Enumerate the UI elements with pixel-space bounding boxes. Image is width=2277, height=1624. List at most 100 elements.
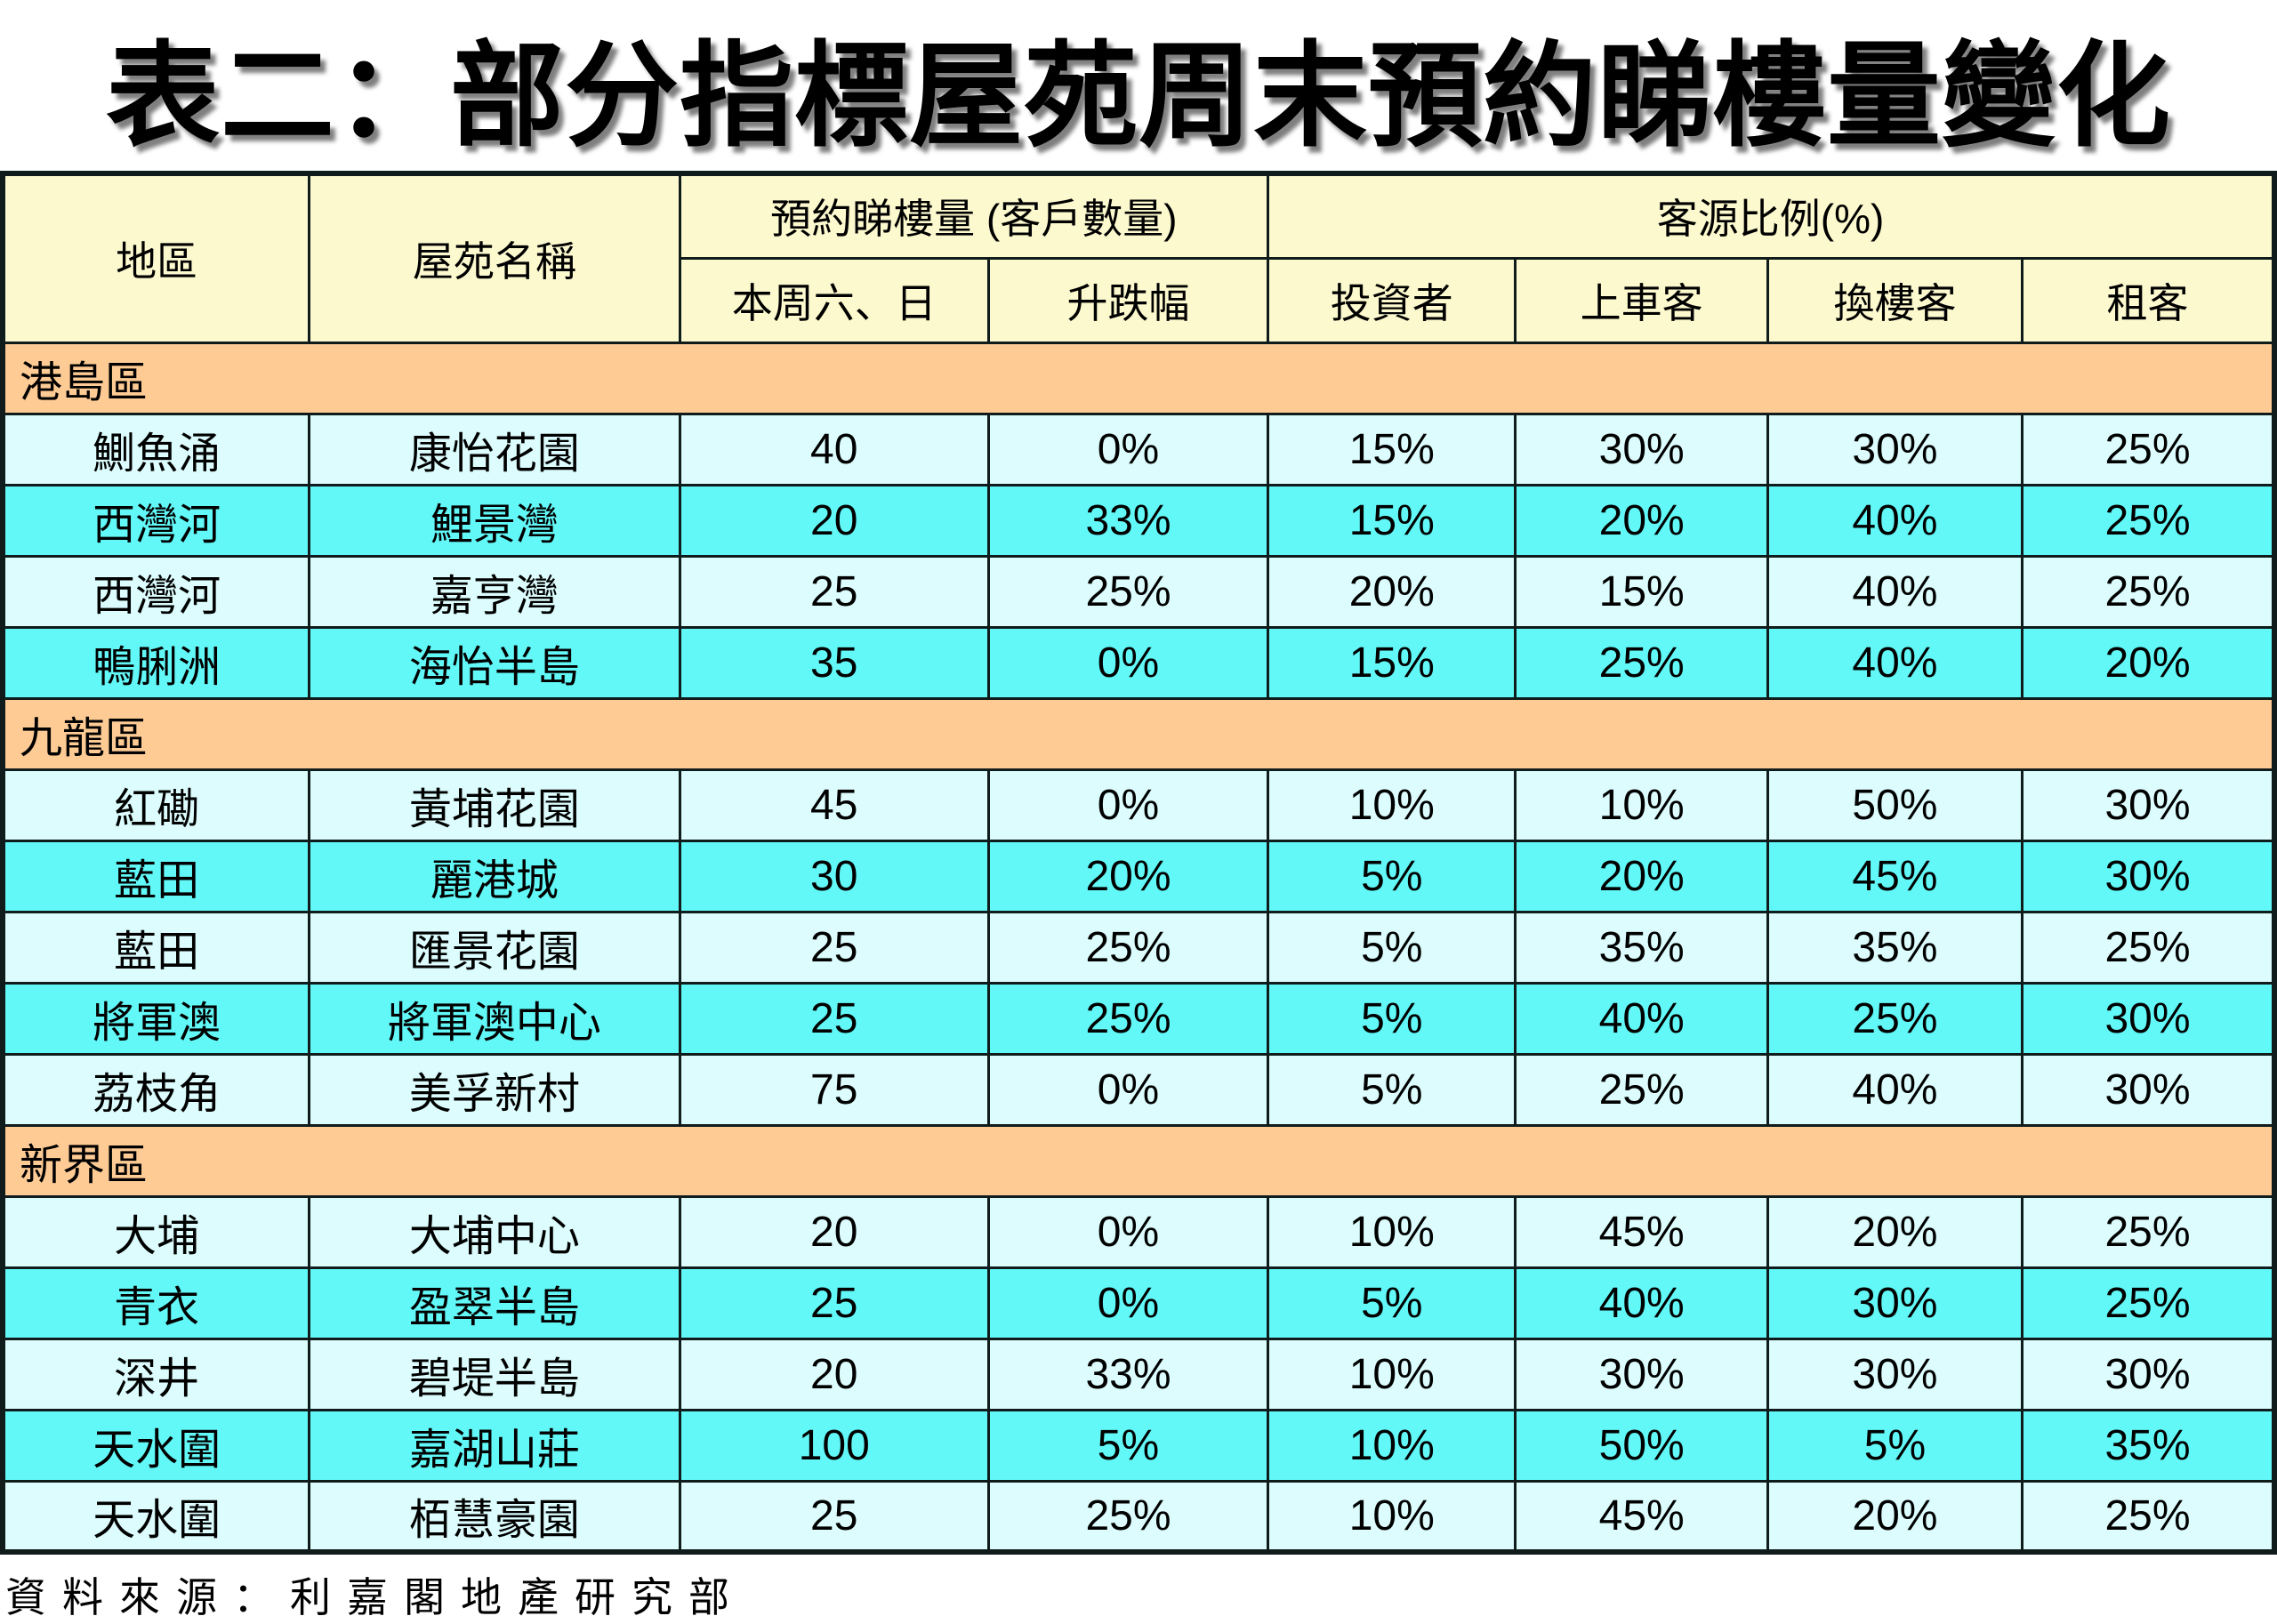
cell-first-time-buyer: 10% bbox=[1514, 768, 1769, 842]
cell-sat-sun-count: 25 bbox=[678, 1266, 990, 1340]
cell-district: 鴨脷洲 bbox=[1, 625, 311, 700]
section-row: 九龍區 bbox=[1, 696, 2276, 771]
cell-upgrader: 30% bbox=[1766, 412, 2024, 486]
column-header-district: 地區 bbox=[1, 172, 311, 344]
cell-upgrader: 35% bbox=[1766, 910, 2024, 985]
cell-investor: 5% bbox=[1267, 981, 1517, 1056]
cell-district: 西灣河 bbox=[1, 483, 311, 558]
cell-first-time-buyer: 40% bbox=[1514, 981, 1769, 1056]
cell-change: 25% bbox=[986, 1479, 1270, 1554]
cell-sat-sun-count: 40 bbox=[678, 412, 990, 486]
cell-estate: 海怡半島 bbox=[308, 625, 681, 700]
table-body: 港島區 鰂魚涌 康怡花園 40 0% 15% 30% 30% 25% 西灣河 鯉景灣 20 33% 15%… bbox=[1, 341, 2276, 1554]
table-row: 鰂魚涌 康怡花園 40 0% 15% 30% 30% 25% bbox=[1, 412, 2276, 486]
cell-change: 0% bbox=[986, 768, 1270, 842]
cell-change: 5% bbox=[986, 1408, 1270, 1483]
cell-estate: 匯景花園 bbox=[308, 910, 681, 985]
cell-first-time-buyer: 35% bbox=[1514, 910, 1769, 985]
cell-investor: 15% bbox=[1267, 412, 1517, 486]
cell-change: 0% bbox=[986, 1266, 1270, 1340]
cell-investor: 5% bbox=[1267, 1266, 1517, 1340]
cell-change: 25% bbox=[986, 554, 1270, 629]
cell-upgrader: 30% bbox=[1766, 1266, 2024, 1340]
cell-change: 0% bbox=[986, 1194, 1270, 1269]
cell-tenant: 30% bbox=[2020, 768, 2276, 842]
cell-sat-sun-count: 20 bbox=[678, 483, 990, 558]
cell-estate: 將軍澳中心 bbox=[308, 981, 681, 1056]
cell-upgrader: 40% bbox=[1766, 483, 2024, 558]
cell-tenant: 30% bbox=[2020, 839, 2276, 913]
cell-investor: 15% bbox=[1267, 483, 1517, 558]
column-group-bookings: 預約睇樓量 (客戶數量) bbox=[678, 172, 1270, 260]
data-table: 地區 屋苑名稱 預約睇樓量 (客戶數量) 客源比例(%) 本周六、日 升跌幅 投… bbox=[0, 171, 2277, 1555]
table-row: 大埔 大埔中心 20 0% 10% 45% 20% 25% bbox=[1, 1194, 2276, 1269]
cell-sat-sun-count: 20 bbox=[678, 1194, 990, 1269]
column-header-investor: 投資者 bbox=[1267, 256, 1517, 344]
cell-district: 青衣 bbox=[1, 1266, 311, 1340]
cell-investor: 10% bbox=[1267, 768, 1517, 842]
cell-upgrader: 30% bbox=[1766, 1337, 2024, 1411]
cell-sat-sun-count: 25 bbox=[678, 981, 990, 1056]
table-row: 藍田 麗港城 30 20% 5% 20% 45% 30% bbox=[1, 839, 2276, 913]
cell-district: 大埔 bbox=[1, 1194, 311, 1269]
cell-first-time-buyer: 20% bbox=[1514, 483, 1769, 558]
column-header-tenant: 租客 bbox=[2020, 256, 2276, 344]
cell-estate: 碧堤半島 bbox=[308, 1337, 681, 1411]
cell-district: 天水圍 bbox=[1, 1479, 311, 1554]
cell-upgrader: 40% bbox=[1766, 1052, 2024, 1127]
cell-district: 荔枝角 bbox=[1, 1052, 311, 1127]
cell-district: 藍田 bbox=[1, 910, 311, 985]
cell-first-time-buyer: 25% bbox=[1514, 1052, 1769, 1127]
cell-estate: 美孚新村 bbox=[308, 1052, 681, 1127]
cell-first-time-buyer: 30% bbox=[1514, 412, 1769, 486]
cell-tenant: 25% bbox=[2020, 1194, 2276, 1269]
cell-district: 鰂魚涌 bbox=[1, 412, 311, 486]
column-header-upgrader: 換樓客 bbox=[1766, 256, 2024, 344]
column-header-sat-sun: 本周六、日 bbox=[678, 256, 990, 344]
cell-investor: 10% bbox=[1267, 1337, 1517, 1411]
cell-sat-sun-count: 30 bbox=[678, 839, 990, 913]
title-bar: 表二：部分指標屋苑周末預約睇樓量變化 bbox=[0, 0, 2277, 171]
source-note: 資料來源：利嘉閣地產研究部 bbox=[5, 1574, 745, 1620]
cell-tenant: 25% bbox=[2020, 554, 2276, 629]
cell-change: 0% bbox=[986, 412, 1270, 486]
cell-tenant: 35% bbox=[2020, 1408, 2276, 1483]
cell-investor: 10% bbox=[1267, 1194, 1517, 1269]
cell-upgrader: 45% bbox=[1766, 839, 2024, 913]
cell-change: 20% bbox=[986, 839, 1270, 913]
cell-tenant: 30% bbox=[2020, 1052, 2276, 1127]
cell-sat-sun-count: 75 bbox=[678, 1052, 990, 1127]
cell-tenant: 30% bbox=[2020, 1337, 2276, 1411]
cell-first-time-buyer: 15% bbox=[1514, 554, 1769, 629]
cell-change: 33% bbox=[986, 483, 1270, 558]
cell-sat-sun-count: 25 bbox=[678, 1479, 990, 1554]
table-row: 荔枝角 美孚新村 75 0% 5% 25% 40% 30% bbox=[1, 1052, 2276, 1127]
table-row: 鴨脷洲 海怡半島 35 0% 15% 25% 40% 20% bbox=[1, 625, 2276, 700]
table-row: 藍田 匯景花園 25 25% 5% 35% 35% 25% bbox=[1, 910, 2276, 985]
column-group-customer-sources: 客源比例(%) bbox=[1267, 172, 2276, 260]
cell-upgrader: 50% bbox=[1766, 768, 2024, 842]
section-label: 港島區 bbox=[1, 341, 2276, 415]
cell-district: 藍田 bbox=[1, 839, 311, 913]
cell-estate: 栢慧豪園 bbox=[308, 1479, 681, 1554]
cell-estate: 鯉景灣 bbox=[308, 483, 681, 558]
header-row-groups: 地區 屋苑名稱 預約睇樓量 (客戶數量) 客源比例(%) bbox=[1, 172, 2276, 344]
table-row: 天水圍 栢慧豪園 25 25% 10% 45% 20% 25% bbox=[1, 1479, 2276, 1554]
cell-investor: 5% bbox=[1267, 910, 1517, 985]
cell-upgrader: 20% bbox=[1766, 1194, 2024, 1269]
cell-investor: 20% bbox=[1267, 554, 1517, 629]
cell-district: 西灣河 bbox=[1, 554, 311, 629]
cell-change: 25% bbox=[986, 910, 1270, 985]
cell-estate: 嘉亨灣 bbox=[308, 554, 681, 629]
cell-estate: 大埔中心 bbox=[308, 1194, 681, 1269]
cell-first-time-buyer: 45% bbox=[1514, 1194, 1769, 1269]
cell-tenant: 25% bbox=[2020, 1479, 2276, 1554]
cell-investor: 5% bbox=[1267, 1052, 1517, 1127]
cell-change: 33% bbox=[986, 1337, 1270, 1411]
header-row-subcolumns: 本周六、日 升跌幅 投資者 上車客 換樓客 租客 bbox=[3, 256, 2276, 344]
cell-tenant: 20% bbox=[2020, 625, 2276, 700]
cell-upgrader: 40% bbox=[1766, 554, 2024, 629]
table-row: 將軍澳 將軍澳中心 25 25% 5% 40% 25% 30% bbox=[1, 981, 2276, 1056]
cell-investor: 10% bbox=[1267, 1479, 1517, 1554]
